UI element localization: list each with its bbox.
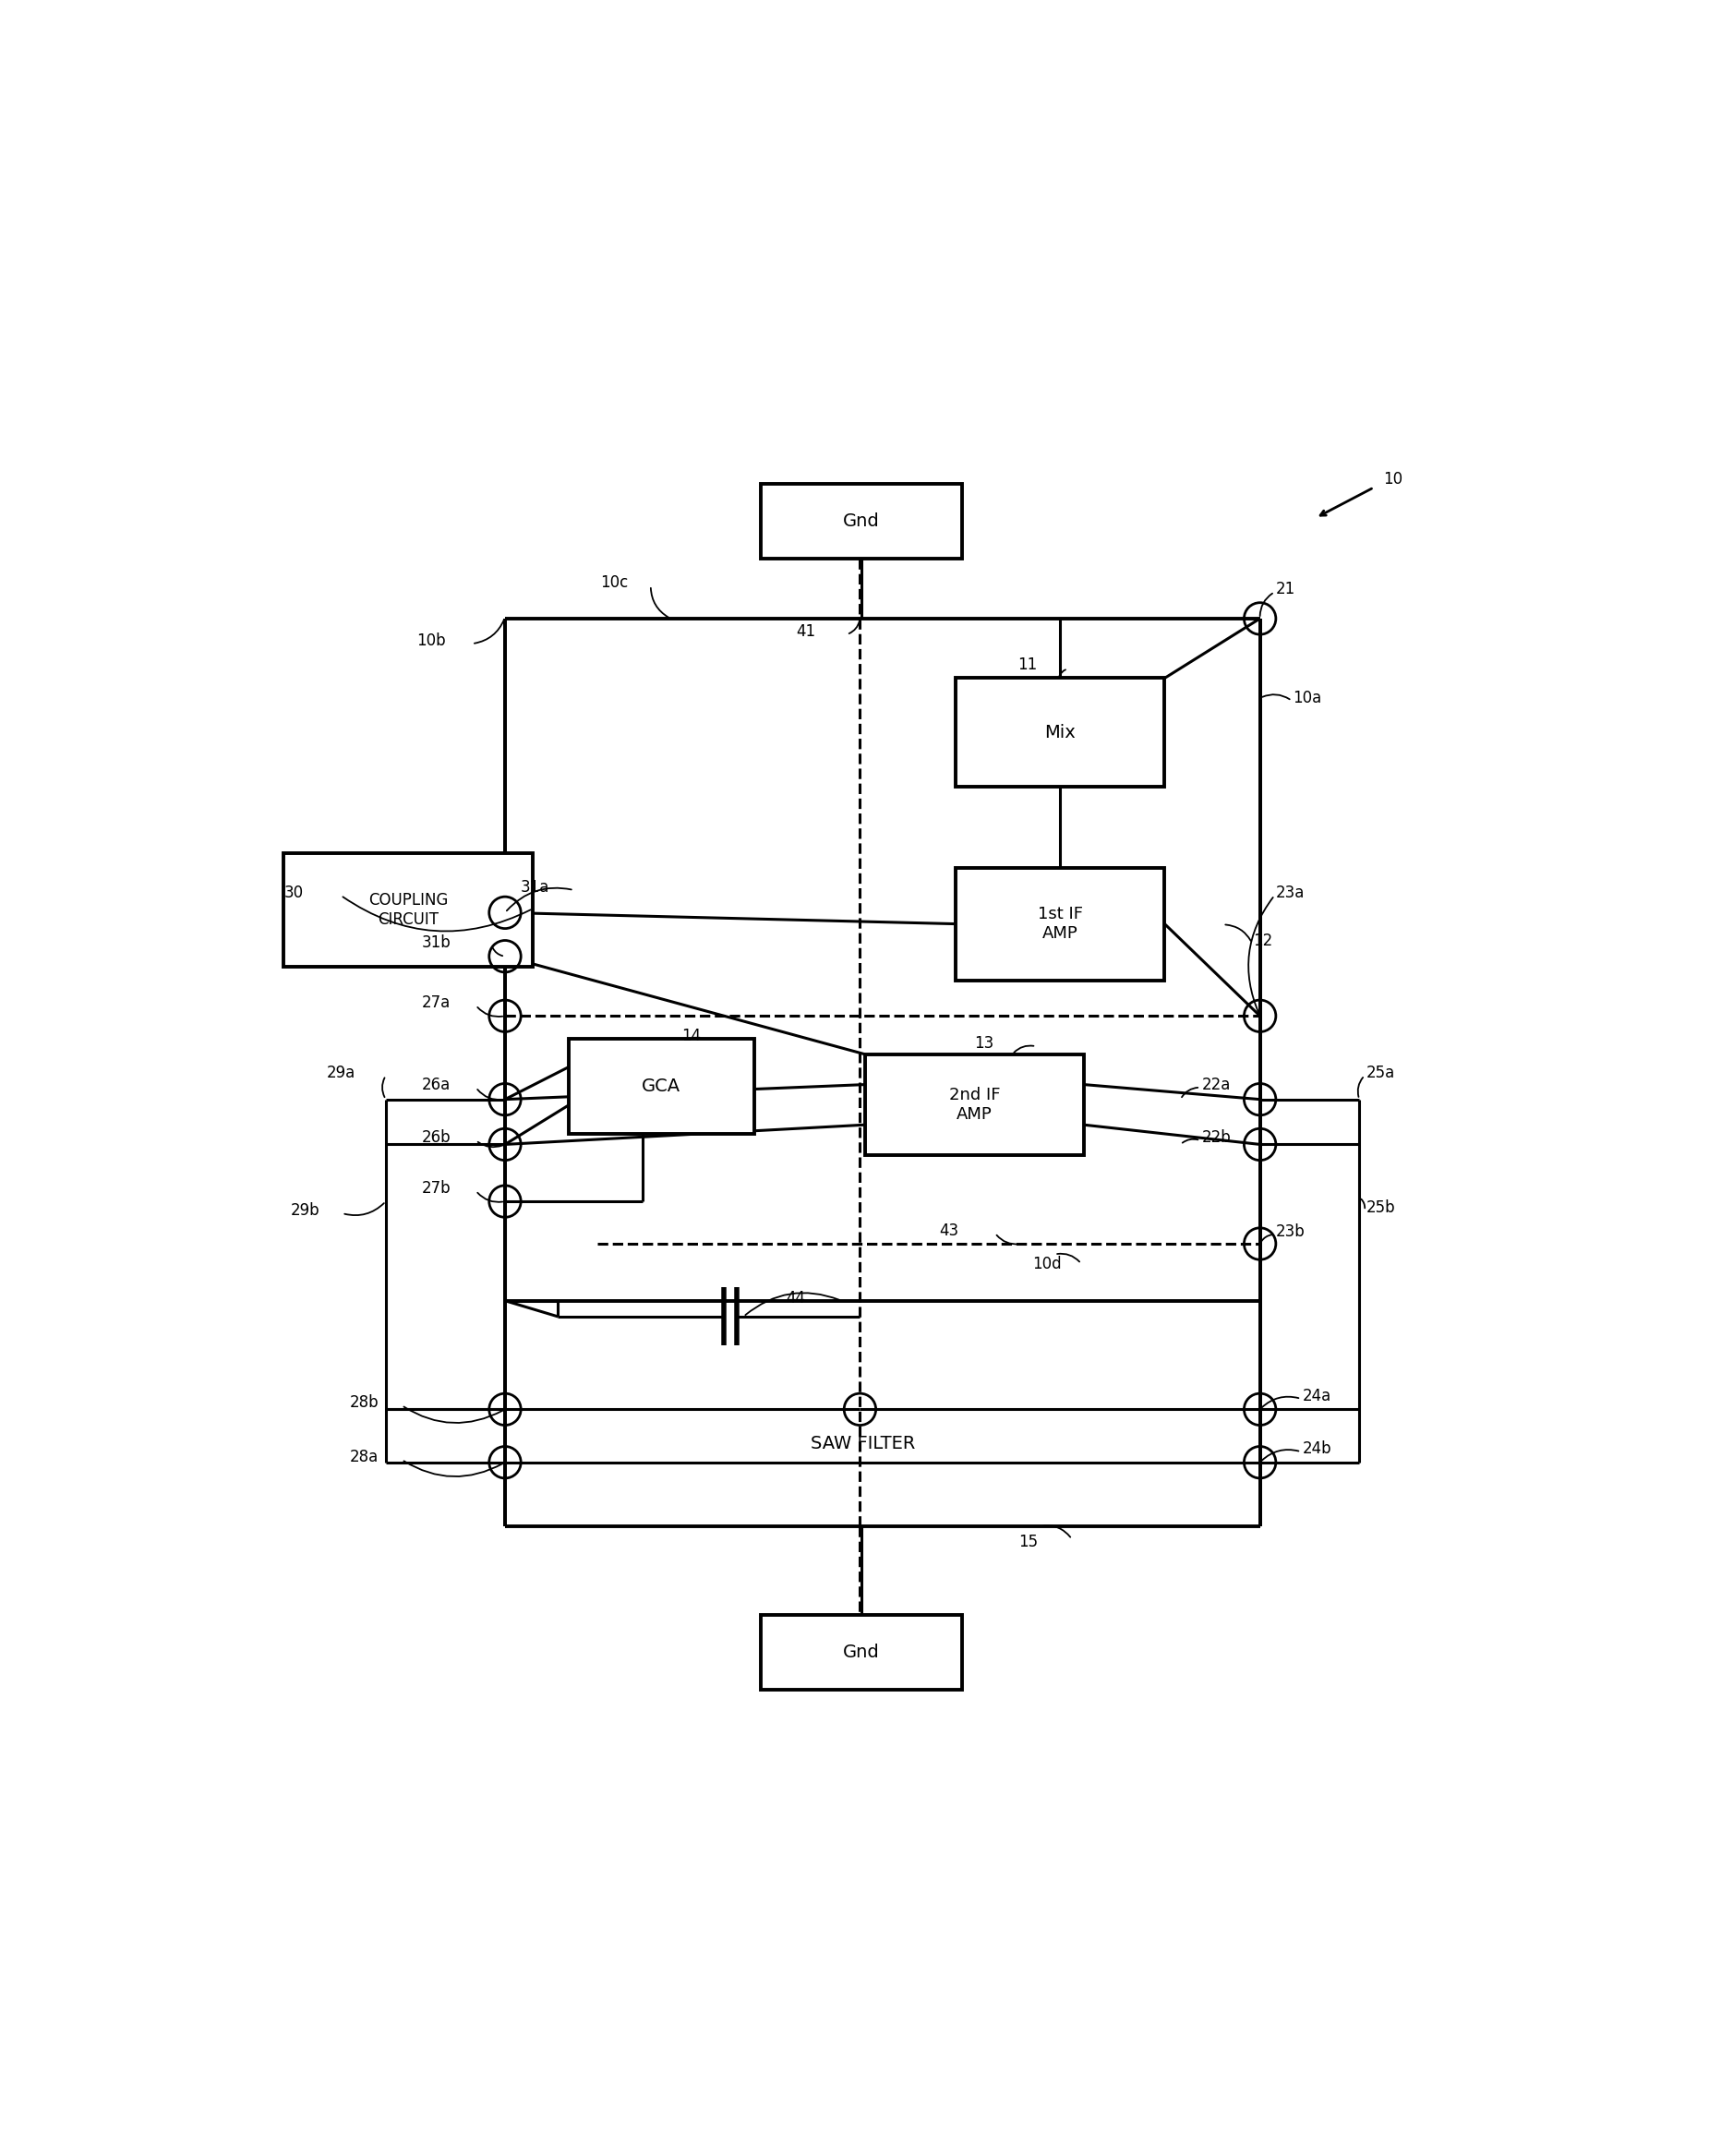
Text: 13: 13 <box>974 1035 993 1052</box>
Text: 22a: 22a <box>1201 1076 1230 1093</box>
Text: GCA: GCA <box>643 1078 680 1095</box>
Text: 22b: 22b <box>1201 1130 1230 1147</box>
Text: 44: 44 <box>786 1289 805 1307</box>
Text: 31a: 31a <box>521 880 550 895</box>
Text: 23b: 23b <box>1277 1222 1306 1240</box>
Text: 43: 43 <box>940 1222 959 1240</box>
Text: 28a: 28a <box>350 1449 379 1466</box>
Text: 14: 14 <box>682 1028 701 1044</box>
Text: 26a: 26a <box>422 1076 451 1093</box>
Text: 11: 11 <box>1017 658 1037 673</box>
Text: COUPLING
CIRCUIT: COUPLING CIRCUIT <box>369 893 448 927</box>
Text: 29b: 29b <box>291 1203 320 1218</box>
Text: 25a: 25a <box>1365 1065 1395 1080</box>
Text: SAW FILTER: SAW FILTER <box>810 1436 914 1453</box>
Text: 27a: 27a <box>422 994 451 1011</box>
Text: 12: 12 <box>1253 931 1273 949</box>
FancyBboxPatch shape <box>761 1615 962 1690</box>
Text: 10d: 10d <box>1032 1255 1061 1272</box>
Text: 24a: 24a <box>1302 1388 1331 1404</box>
FancyBboxPatch shape <box>569 1039 754 1134</box>
Text: 1st IF
AMP: 1st IF AMP <box>1037 906 1082 942</box>
Text: 25b: 25b <box>1365 1199 1395 1216</box>
Text: 31b: 31b <box>422 936 451 951</box>
FancyBboxPatch shape <box>955 867 1164 981</box>
FancyBboxPatch shape <box>761 483 962 558</box>
Text: 26b: 26b <box>422 1130 451 1147</box>
Text: 10: 10 <box>1383 472 1403 487</box>
Text: 30: 30 <box>284 884 302 901</box>
Text: 2nd IF
AMP: 2nd IF AMP <box>948 1087 1000 1123</box>
Text: 21: 21 <box>1277 582 1295 597</box>
Text: Gnd: Gnd <box>843 513 880 530</box>
Text: 29a: 29a <box>326 1065 355 1080</box>
Text: 24b: 24b <box>1302 1440 1331 1457</box>
Text: 10a: 10a <box>1294 690 1323 707</box>
Text: 10c: 10c <box>600 573 629 591</box>
Text: Gnd: Gnd <box>843 1643 880 1660</box>
Text: 27b: 27b <box>422 1179 451 1197</box>
FancyBboxPatch shape <box>284 854 533 966</box>
Text: 23a: 23a <box>1277 884 1306 901</box>
FancyBboxPatch shape <box>865 1054 1084 1156</box>
Text: Mix: Mix <box>1044 724 1075 742</box>
Text: 41: 41 <box>796 623 815 640</box>
Text: 10b: 10b <box>417 632 446 649</box>
Text: 15: 15 <box>1019 1533 1039 1550</box>
Text: 28b: 28b <box>350 1395 379 1410</box>
FancyBboxPatch shape <box>955 679 1164 787</box>
